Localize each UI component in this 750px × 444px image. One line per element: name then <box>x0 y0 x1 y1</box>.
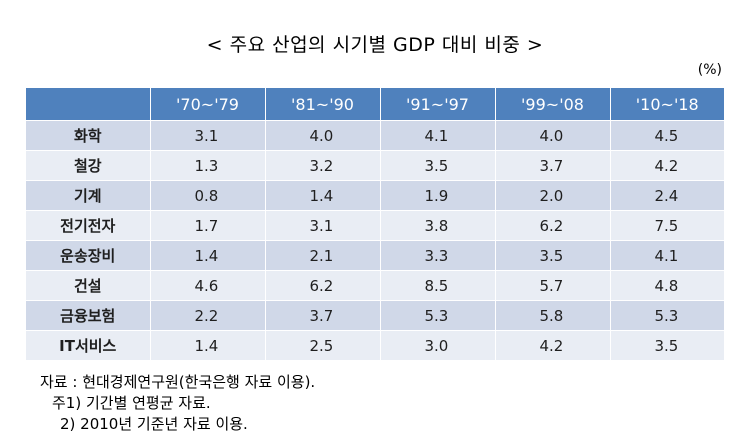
row-label: 건설 <box>26 270 150 301</box>
header-corner <box>26 88 150 121</box>
row-label: 금융보험 <box>26 300 150 331</box>
table-row: 금융보험 2.2 3.7 5.3 5.8 5.3 <box>26 300 724 331</box>
table-row: 운송장비 1.4 2.1 3.3 3.5 4.1 <box>26 240 724 271</box>
chart-title: < 주요 산업의 시기별 GDP 대비 비중 > <box>206 34 544 56</box>
notes: 자료 : 현대경제연구원(한국은행 자료 이용). 주1) 기간별 연평균 자료… <box>40 372 315 435</box>
column-header: '91~'97 <box>379 88 495 121</box>
unit-label: (%) <box>697 62 722 78</box>
table-cell: 3.8 <box>379 210 495 241</box>
table-cell: 1.3 <box>149 150 265 181</box>
table-cell: 2.5 <box>264 330 380 360</box>
column-header: '70~'79 <box>149 88 265 121</box>
table-cell: 4.0 <box>494 120 610 151</box>
table-cell: 1.9 <box>379 180 495 211</box>
row-label: 철강 <box>26 150 150 181</box>
table-row: IT서비스 1.4 2.5 3.0 4.2 3.5 <box>26 330 724 360</box>
table-cell: 5.8 <box>494 300 610 331</box>
table-cell: 1.7 <box>149 210 265 241</box>
table-cell: 5.3 <box>379 300 495 331</box>
table-cell: 4.1 <box>379 120 495 151</box>
table-cell: 4.0 <box>264 120 380 151</box>
table-cell: 3.1 <box>264 210 380 241</box>
source-note: 자료 : 현대경제연구원(한국은행 자료 이용). <box>40 373 316 391</box>
table-cell: 2.2 <box>149 300 265 331</box>
column-header: '10~'18 <box>609 88 724 121</box>
table-cell: 2.4 <box>609 180 724 211</box>
table-cell: 5.3 <box>609 300 724 331</box>
row-label: 기계 <box>26 180 150 211</box>
table-cell: 4.8 <box>609 270 724 301</box>
table-cell: 4.1 <box>609 240 724 271</box>
table-cell: 4.6 <box>149 270 265 301</box>
column-header: '99~'08 <box>494 88 610 121</box>
table-cell: 7.5 <box>609 210 724 241</box>
table-cell: 0.8 <box>149 180 265 211</box>
table-cell: 3.5 <box>494 240 610 271</box>
table-row: 건설 4.6 6.2 8.5 5.7 4.8 <box>26 270 724 301</box>
table-cell: 3.5 <box>609 330 724 360</box>
table-cell: 2.1 <box>264 240 380 271</box>
table-cell: 1.4 <box>149 330 265 360</box>
row-label: IT서비스 <box>26 330 150 360</box>
table-cell: 3.5 <box>379 150 495 181</box>
table-cell: 3.7 <box>494 150 610 181</box>
table-row: 철강 1.3 3.2 3.5 3.7 4.2 <box>26 150 724 181</box>
table-cell: 3.2 <box>264 150 380 181</box>
header-row: '70~'79 '81~'90 '91~'97 '99~'08 '10~'18 <box>26 88 724 121</box>
table-cell: 4.5 <box>609 120 724 151</box>
table-row: 화학 3.1 4.0 4.1 4.0 4.5 <box>26 120 724 151</box>
table-cell: 6.2 <box>494 210 610 241</box>
footnote-2: 2) 2010년 기준년 자료 이용. <box>60 415 248 433</box>
footnote-1: 주1) 기간별 연평균 자료. <box>52 394 211 412</box>
table-cell: 1.4 <box>264 180 380 211</box>
table-cell: 8.5 <box>379 270 495 301</box>
table-cell: 3.7 <box>264 300 380 331</box>
row-label: 전기전자 <box>26 210 150 241</box>
table-cell: 3.1 <box>149 120 265 151</box>
table-cell: 4.2 <box>609 150 724 181</box>
table-row: 전기전자 1.7 3.1 3.8 6.2 7.5 <box>26 210 724 241</box>
table-cell: 6.2 <box>264 270 380 301</box>
table-cell: 2.0 <box>494 180 610 211</box>
row-label: 화학 <box>26 120 150 151</box>
table-cell: 3.0 <box>379 330 495 360</box>
data-table: '70~'79 '81~'90 '91~'97 '99~'08 '10~'18 … <box>26 88 724 360</box>
table-cell: 3.3 <box>379 240 495 271</box>
row-label: 운송장비 <box>26 240 150 271</box>
table-row: 기계 0.8 1.4 1.9 2.0 2.4 <box>26 180 724 211</box>
table-body: 화학 3.1 4.0 4.1 4.0 4.5 철강 1.3 3.2 3.5 3.7 4.2 기계 0.8 1… <box>26 120 724 360</box>
column-header: '81~'90 <box>264 88 380 121</box>
table-cell: 1.4 <box>149 240 265 271</box>
table-cell: 4.2 <box>494 330 610 360</box>
table-cell: 5.7 <box>494 270 610 301</box>
